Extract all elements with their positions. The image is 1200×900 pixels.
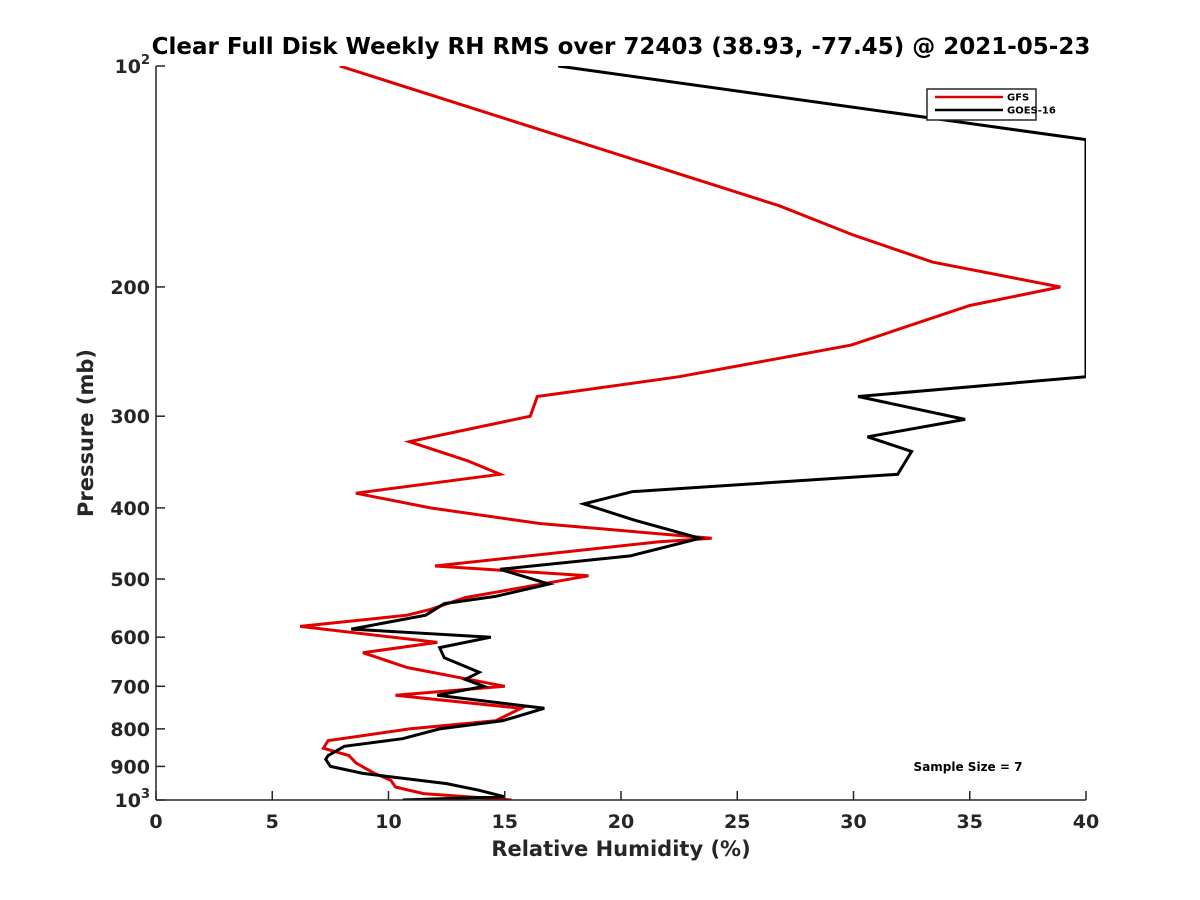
x-tick-label: 25 bbox=[724, 811, 750, 833]
series-line-gfs bbox=[299, 66, 1061, 800]
series-layer bbox=[299, 66, 1086, 800]
y-tick-label: 300 bbox=[110, 406, 150, 428]
x-axis-ticks: 0 5 10 15 20 25 30 35 40 bbox=[149, 791, 1099, 833]
y-axis-ticks: 102 200 300 400 500 600 700 800 900 103 bbox=[110, 53, 165, 812]
legend-label-goes-16: GOES-16 bbox=[1007, 106, 1056, 117]
x-tick-label: 35 bbox=[957, 811, 983, 833]
x-tick-label: 30 bbox=[840, 811, 866, 833]
x-tick-label: 15 bbox=[492, 811, 518, 833]
legend-box bbox=[926, 88, 1037, 121]
y-tick-label: 900 bbox=[110, 756, 150, 778]
legend-label-gfs: GFS bbox=[1007, 93, 1029, 104]
x-tick-label: 20 bbox=[608, 811, 634, 833]
y-axis-label: Pressure (mb) bbox=[74, 349, 98, 517]
x-tick-label: 40 bbox=[1073, 811, 1099, 833]
chart-title: Clear Full Disk Weekly RH RMS over 72403… bbox=[152, 34, 1091, 60]
y-tick-label: 800 bbox=[110, 719, 150, 741]
x-tick-label: 10 bbox=[375, 811, 401, 833]
x-axis-label: Relative Humidity (%) bbox=[491, 837, 750, 861]
sample-size-annotation: Sample Size = 7 bbox=[914, 760, 1023, 774]
y-tick-label: 600 bbox=[110, 627, 150, 649]
y-tick-label: 103 bbox=[115, 787, 151, 812]
y-tick-label: 500 bbox=[110, 569, 150, 591]
y-tick-label: 700 bbox=[110, 676, 150, 698]
y-tick-label: 102 bbox=[115, 53, 151, 78]
x-tick-label: 0 bbox=[149, 811, 162, 833]
y-tick-label: 200 bbox=[110, 277, 150, 299]
y-tick-label: 400 bbox=[110, 498, 150, 520]
x-tick-label: 5 bbox=[266, 811, 279, 833]
series-line-goes-16 bbox=[323, 66, 1086, 800]
plot-area bbox=[156, 66, 1086, 800]
legend: GFS GOES-16 bbox=[926, 88, 1056, 121]
